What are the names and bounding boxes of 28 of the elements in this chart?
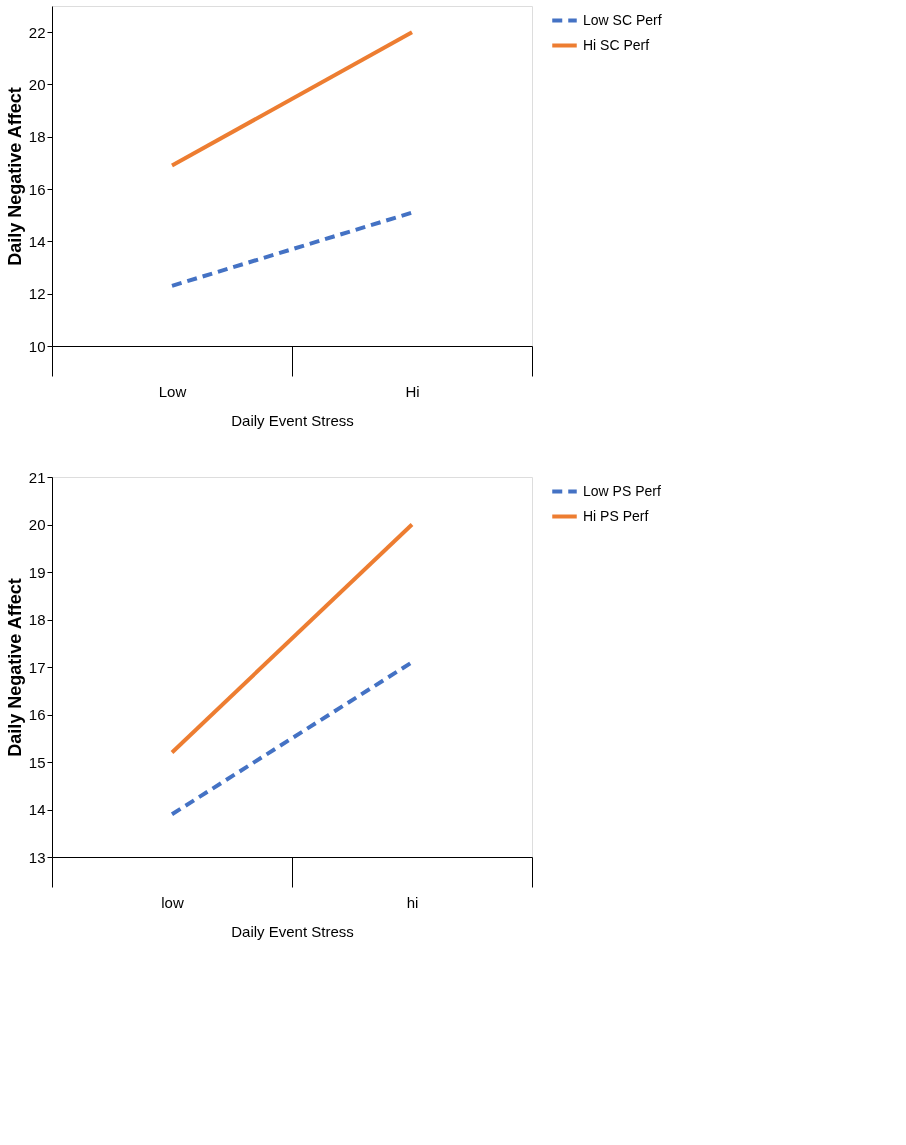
y-tick-label: 14 xyxy=(28,801,46,818)
legend-label: Low PS Perf xyxy=(583,482,661,499)
x-tick-label: Hi xyxy=(405,382,420,400)
x-axis-title: Daily Event Stress xyxy=(231,411,354,429)
y-tick-label: 16 xyxy=(28,180,46,198)
y-tick-label: 15 xyxy=(28,753,46,771)
x-tick-label: hi xyxy=(406,893,419,911)
y-tick-label: 18 xyxy=(28,611,46,628)
y-tick-label: 16 xyxy=(28,706,46,723)
y-tick-label: 17 xyxy=(28,658,46,676)
legend-label: Hi SC Perf xyxy=(583,36,650,53)
legend-label: Hi PS Perf xyxy=(583,507,649,524)
y-tick-label: 22 xyxy=(28,23,46,41)
x-tick-label: Low xyxy=(158,382,187,400)
x-tick-label: low xyxy=(161,893,184,911)
y-tick-label: 12 xyxy=(28,285,46,303)
legend-label: Low SC Perf xyxy=(583,11,662,28)
y-tick-label: 19 xyxy=(28,563,46,581)
y-axis-title: Daily Negative Affect xyxy=(4,578,25,757)
y-tick-label: 10 xyxy=(28,337,46,355)
y-tick-label: 13 xyxy=(28,848,46,866)
y-tick-label: 21 xyxy=(28,468,46,486)
y-tick-label: 20 xyxy=(28,75,46,93)
x-axis-title: Daily Event Stress xyxy=(231,922,354,940)
y-tick-label: 14 xyxy=(28,232,46,250)
y-tick-label: 20 xyxy=(28,516,46,533)
y-tick-label: 18 xyxy=(28,128,46,146)
y-axis-title: Daily Negative Affect xyxy=(4,87,25,266)
